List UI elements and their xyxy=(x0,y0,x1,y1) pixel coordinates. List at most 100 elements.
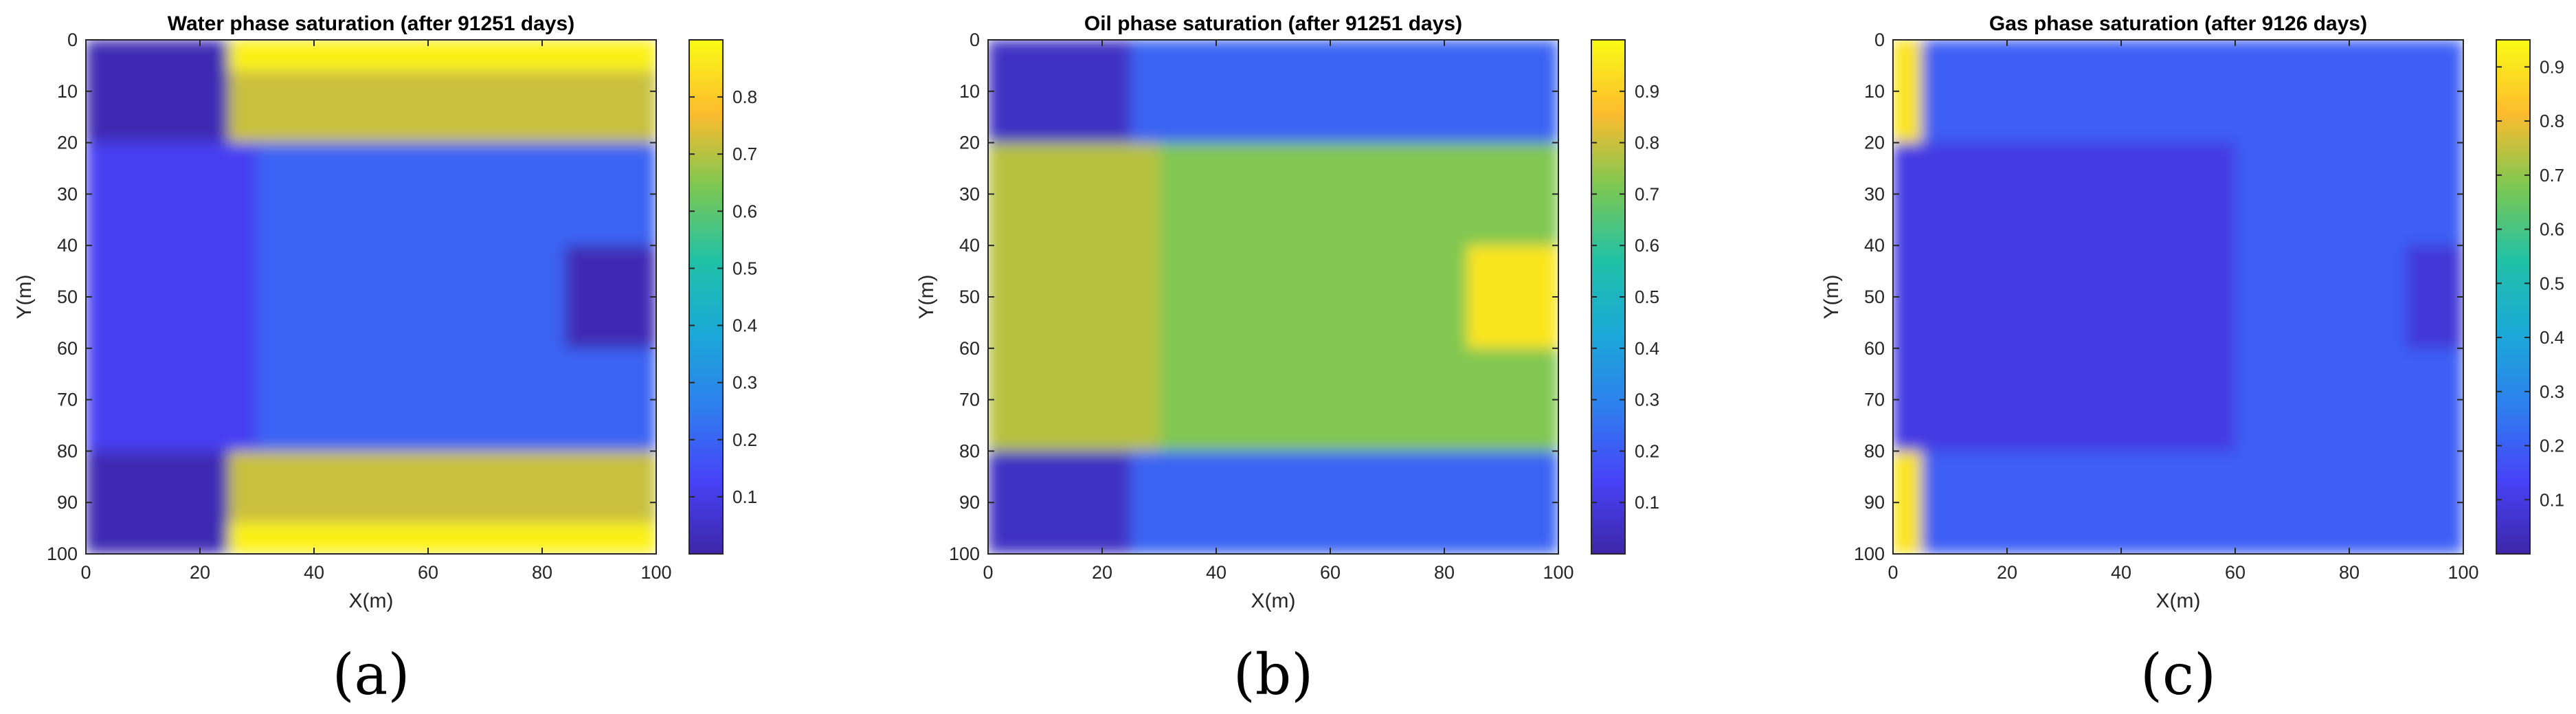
y-axis-label: Y(m) xyxy=(13,275,36,320)
y-tick-label: 20 xyxy=(959,133,980,153)
colorbar-tick-label: 0.1 xyxy=(2540,489,2564,510)
x-tick-label: 0 xyxy=(983,562,993,583)
y-tick-label: 80 xyxy=(1864,440,1885,461)
heatmap-region xyxy=(228,70,656,143)
colorbar: 0.1 0.2 0.3 0.4 0.5 0.6 0.7 0.8 xyxy=(688,39,757,555)
colorbar-tick-label: 0.1 xyxy=(732,487,757,507)
y-tick-label: 60 xyxy=(959,338,980,359)
x-tick-label: 100 xyxy=(640,562,671,583)
y-tick-label: 70 xyxy=(1864,390,1885,410)
colorbar-tick-label: 0.8 xyxy=(1635,133,1659,153)
y-tick-label: 80 xyxy=(959,440,980,461)
colorbar-tick-label: 0.4 xyxy=(732,315,757,336)
colorbar-tick-label: 0.4 xyxy=(1635,338,1659,359)
chart-panel-1: Oil phase saturation (after 91251 days) 0… xyxy=(915,12,1659,708)
colorbar-tick-label: 0.6 xyxy=(2540,219,2564,240)
colorbar-tick-label: 0.6 xyxy=(732,201,757,221)
chart-title: Oil phase saturation (after 91251 days) xyxy=(1084,12,1462,35)
chart-panel-0: Water phase saturation (after 91251 days… xyxy=(13,12,757,708)
x-tick-label: 20 xyxy=(190,562,210,583)
subfigure-caption: (c) xyxy=(2140,643,2216,708)
y-tick-label: 80 xyxy=(57,440,78,461)
heatmap-field xyxy=(988,40,1558,554)
colorbar-gradient xyxy=(2496,39,2531,555)
colorbar: 0.1 0.2 0.3 0.4 0.5 0.6 0.7 0.8 0.9 xyxy=(1591,39,1659,555)
y-axis-label: Y(m) xyxy=(1820,275,1843,320)
heatmap-region xyxy=(1130,40,1558,143)
x-tick-label: 60 xyxy=(2225,562,2245,583)
x-axis-label: X(m) xyxy=(2156,590,2201,612)
x-tick-label: 40 xyxy=(304,562,324,583)
colorbar-tick-label: 0.5 xyxy=(1635,287,1659,307)
y-tick-label: 90 xyxy=(57,492,78,513)
colorbar-tick-label: 0.2 xyxy=(1635,440,1659,461)
colorbar-tick-label: 0.3 xyxy=(2540,381,2564,402)
y-tick-label: 10 xyxy=(1864,81,1885,102)
heatmap-region xyxy=(565,245,656,348)
heatmap-region xyxy=(228,523,656,554)
colorbar-tick-label: 0.1 xyxy=(1635,492,1659,513)
subfigure-caption: (a) xyxy=(333,643,410,708)
colorbar-tick-label: 0.9 xyxy=(2540,56,2564,77)
x-tick-label: 40 xyxy=(2111,562,2131,583)
colorbar-tick-label: 0.7 xyxy=(1635,183,1659,204)
heatmap-region xyxy=(228,40,656,71)
y-tick-label: 0 xyxy=(970,30,980,50)
colorbar-tick-label: 0.9 xyxy=(1635,81,1659,102)
heatmap-region xyxy=(86,142,257,451)
colorbar-tick-label: 0.8 xyxy=(2540,111,2564,131)
heatmap-region xyxy=(86,451,229,554)
y-tick-label: 10 xyxy=(959,81,980,102)
subfigure-caption: (b) xyxy=(1233,643,1313,708)
y-tick-label: 30 xyxy=(57,183,78,204)
colorbar-tick-label: 0.7 xyxy=(2540,165,2564,186)
colorbar-tick-label: 0.2 xyxy=(2540,436,2564,456)
y-tick-label: 60 xyxy=(57,338,78,359)
colorbar-tick-label: 0.3 xyxy=(1635,390,1659,410)
y-tick-label: 60 xyxy=(1864,338,1885,359)
y-tick-label: 90 xyxy=(1864,492,1885,513)
y-tick-label: 90 xyxy=(959,492,980,513)
colorbar-tick-label: 0.7 xyxy=(732,144,757,164)
y-tick-label: 0 xyxy=(67,30,78,50)
x-tick-label: 20 xyxy=(1997,562,2017,583)
colorbar-tick-label: 0.2 xyxy=(732,429,757,450)
colorbar-tick-label: 0.3 xyxy=(732,372,757,393)
heatmap-region xyxy=(1467,245,1558,348)
x-axis-label: X(m) xyxy=(349,590,394,612)
x-tick-label: 100 xyxy=(1543,562,1573,583)
heatmap-region xyxy=(988,451,1131,554)
y-tick-label: 10 xyxy=(57,81,78,102)
x-tick-label: 0 xyxy=(80,562,91,583)
heatmap-region xyxy=(988,142,1159,451)
y-tick-label: 20 xyxy=(57,133,78,153)
y-tick-label: 0 xyxy=(1874,30,1885,50)
colorbar: 0.1 0.2 0.3 0.4 0.5 0.6 0.7 0.8 0.9 xyxy=(2496,39,2564,555)
y-tick-label: 70 xyxy=(959,390,980,410)
colorbar-gradient xyxy=(688,39,724,555)
x-axis-label: X(m) xyxy=(1251,590,1296,612)
colorbar-tick-label: 0.8 xyxy=(732,87,757,107)
heatmap-field xyxy=(86,40,656,554)
heatmap-region xyxy=(1130,451,1558,554)
y-tick-label: 40 xyxy=(57,235,78,256)
y-tick-label: 100 xyxy=(47,544,78,564)
heatmap-field xyxy=(1893,40,2463,554)
heatmap-region xyxy=(228,451,656,524)
x-tick-label: 100 xyxy=(2448,562,2478,583)
y-tick-label: 100 xyxy=(949,544,980,564)
heatmap-region xyxy=(86,40,229,143)
colorbar-gradient xyxy=(1591,39,1626,555)
y-tick-label: 100 xyxy=(1854,544,1885,564)
colorbar-tick-label: 0.4 xyxy=(2540,327,2564,348)
x-tick-label: 0 xyxy=(1888,562,1898,583)
heatmap-region xyxy=(2406,245,2463,348)
heatmap-region xyxy=(1893,142,2235,451)
y-tick-label: 50 xyxy=(57,287,78,307)
y-tick-label: 30 xyxy=(1864,183,1885,204)
colorbar-tick-label: 0.5 xyxy=(2540,273,2564,293)
x-tick-label: 60 xyxy=(418,562,438,583)
x-tick-label: 60 xyxy=(1320,562,1341,583)
y-tick-label: 50 xyxy=(1864,287,1885,307)
